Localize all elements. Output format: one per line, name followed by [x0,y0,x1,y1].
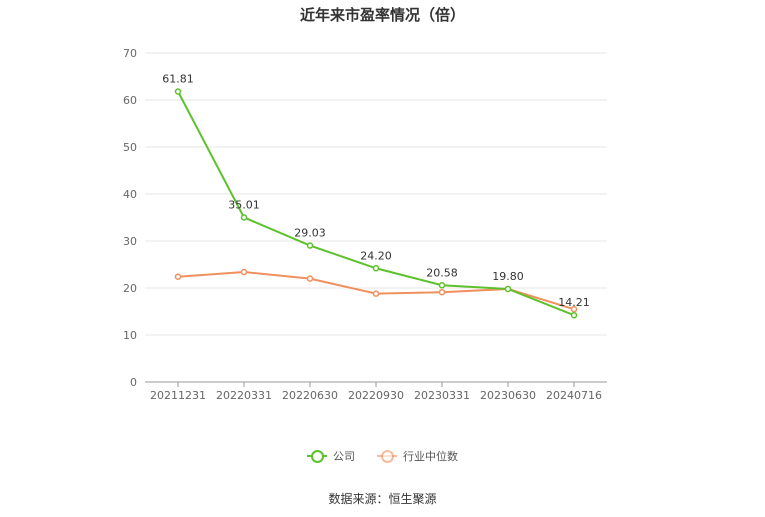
x-tick-label: 20230331 [414,389,470,402]
x-axis: 20211231 20220331 20220630 20220930 20230331… [145,381,607,402]
y-tick-label: 40 [123,188,137,201]
x-tick-label: 20211231 [150,389,206,402]
legend-marker-industry-median [377,450,397,463]
data-label: 20.58 [426,266,458,279]
data-label: 29.03 [294,227,326,240]
y-tick-label: 0 [130,376,137,389]
series-layer [174,88,578,319]
legend-item-industry-median[interactable]: 行业中位数 [377,448,458,464]
y-tick-label: 20 [123,282,137,295]
legend-marker-company [307,450,327,463]
data-point [306,275,314,282]
data-labels: 61.81 35.01 29.03 24.20 20.58 19.80 14.21 [162,72,590,309]
data-point [504,285,512,293]
data-point [174,273,182,280]
data-point [240,214,248,221]
x-tick-label: 20220331 [216,389,272,402]
data-label: 19.80 [492,270,524,283]
data-point [570,305,578,313]
data-label: 14.21 [558,296,590,309]
legend: 公司 行业中位数 [0,447,765,465]
y-tick-label: 50 [123,141,137,154]
data-point [306,242,314,249]
x-tick-label: 20240716 [546,389,602,402]
x-tick-label: 20220930 [348,389,404,402]
data-point [438,288,446,296]
y-axis: 0 10 20 30 40 50 60 70 [123,47,137,389]
data-point [570,311,578,319]
x-tick-label: 20230630 [480,389,536,402]
legend-label-industry-median: 行业中位数 [403,450,458,463]
data-point [174,88,182,95]
y-tick-label: 60 [123,94,137,107]
data-source: 数据来源：恒生聚源 [328,492,437,506]
data-point [372,290,380,297]
legend-item-company[interactable]: 公司 [307,448,355,464]
line-chart: 0 10 20 30 40 50 60 70 20211231 20220331 20220630… [123,47,607,402]
grid-lines [145,52,607,336]
legend-label-company: 公司 [333,450,355,463]
y-tick-label: 10 [123,329,137,342]
data-point [240,268,248,276]
data-label: 61.81 [162,72,194,85]
data-point [438,282,446,289]
data-label: 24.20 [360,249,392,262]
y-tick-label: 70 [123,47,137,60]
data-label: 35.01 [228,198,260,211]
data-point [372,265,380,272]
chart-title: 近年来市盈率情况（倍） [299,6,465,24]
x-tick-label: 20220630 [282,389,338,402]
y-tick-label: 30 [123,235,137,248]
